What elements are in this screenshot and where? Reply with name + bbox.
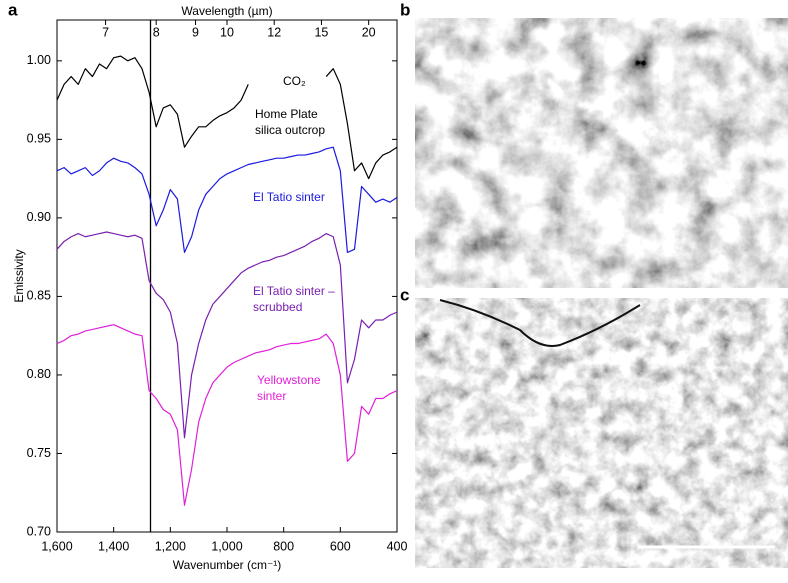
y-tick-label: 0.95 [27,132,51,146]
annotation: CO₂ [283,74,306,88]
series-line [56,55,398,180]
x2-tick-label: 20 [362,25,376,39]
x2-tick-label: 9 [192,25,199,39]
x2-tick-label: 10 [220,25,234,39]
image-crack [439,299,641,347]
label-line: El Tatio sinter – [253,284,335,298]
x2-tick-label: 12 [267,25,281,39]
label-line: El Tatio sinter [253,190,325,204]
label-line: Home Plate [255,107,318,121]
series-line [56,324,398,506]
y-tick-label: 1.00 [27,53,51,67]
label-line: sinter [257,389,286,403]
panel-label: a [8,0,18,19]
x-tick-label: 1,000 [211,539,242,553]
label-line: scrubbed [253,300,302,314]
series-line [56,231,398,439]
x-axis-title: Wavenumber (cm⁻¹) [173,558,282,572]
x-tick-label: 400 [387,539,408,553]
plot-frame [56,19,398,533]
x2-axis-title: Wavelength (µm) [181,4,272,18]
x2-tick-label: 7 [102,25,109,39]
x-tick-label: 1,200 [155,539,186,553]
image-texture [415,298,788,568]
image-texture [415,18,788,288]
label-line: silica outcrop [255,123,325,137]
y-tick-label: 0.70 [27,524,51,538]
y-tick-label: 0.85 [27,289,51,303]
x-tick-label: 600 [330,539,351,553]
x2-tick-label: 8 [153,25,160,39]
series-label: Yellowstone sinter [257,373,321,403]
series-label: El Tatio sinter – scrubbed [253,284,335,314]
label-line: Yellowstone [257,373,321,387]
x2-tick-label: 15 [314,25,328,39]
y-tick-label: 0.75 [27,446,51,460]
x-tick-label: 1,600 [41,539,72,553]
sem-image-b [415,18,788,288]
series-line [56,146,398,254]
y-tick-label: 0.80 [27,367,51,381]
panel-label: c [400,285,409,304]
y-axis-title: Emissivity [12,249,26,302]
panel-label: b [400,0,410,19]
series-label: Home Plate silica outcrop [255,107,325,137]
sem-image-c [415,298,788,568]
series-label: El Tatio sinter [253,190,325,204]
x-tick-label: 800 [273,539,294,553]
y-tick-label: 0.90 [27,210,51,224]
x-tick-label: 1,400 [98,539,129,553]
